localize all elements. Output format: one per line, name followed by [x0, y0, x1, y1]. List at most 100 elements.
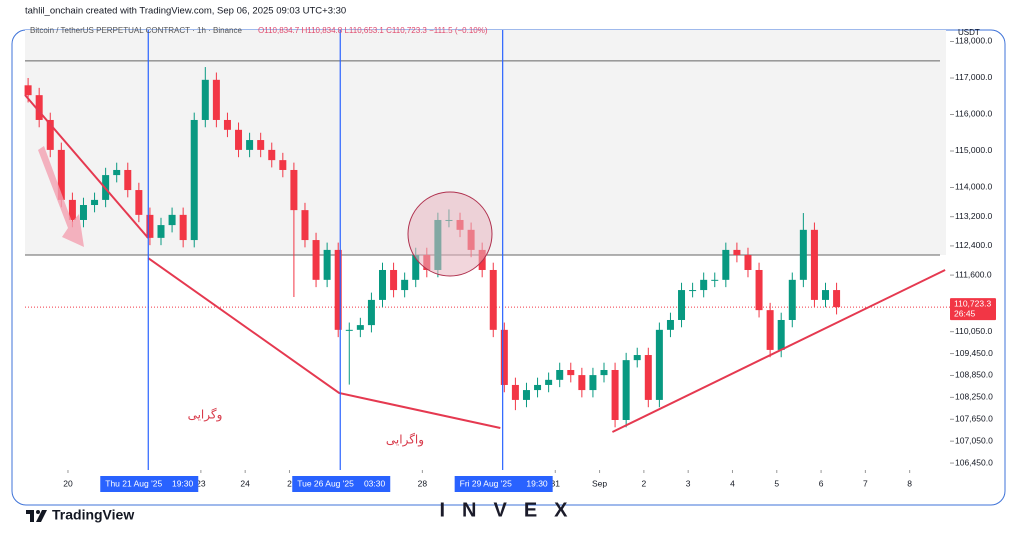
candle-body — [711, 279, 719, 281]
header: tahlil_onchain created with TradingView.… — [25, 6, 346, 17]
candle-body — [135, 190, 143, 215]
time-marker-date: Tue 26 Aug '25 — [297, 478, 354, 488]
candle-body — [522, 390, 530, 400]
x-tick-label: 2 — [642, 478, 647, 488]
price-badge-countdown: 26:45 — [954, 308, 976, 318]
y-tick-label: 112,400.0 — [955, 240, 992, 250]
candle-body — [168, 214, 176, 226]
candle-body — [312, 240, 320, 280]
y-tick-label: 113,200.0 — [955, 211, 992, 221]
candle-body — [755, 269, 763, 311]
y-tick-label: 118,000.0 — [955, 36, 992, 46]
candle-body — [246, 140, 254, 150]
candle-body — [822, 290, 830, 300]
x-tick-label: 28 — [418, 478, 428, 488]
y-tick-label: 106,450.0 — [955, 457, 993, 467]
y-tick-label: 108,250.0 — [955, 392, 993, 402]
candle-body — [689, 290, 697, 292]
candle-body — [833, 290, 841, 308]
candle-body — [179, 214, 187, 241]
candle-body — [534, 384, 542, 391]
candle-body — [556, 369, 564, 380]
time-marker-time: 03:30 — [364, 478, 386, 488]
trend-line — [611, 269, 946, 433]
candle-body — [379, 269, 387, 300]
y-tick-label: 117,000.0 — [955, 72, 992, 82]
x-tick-label: 3 — [686, 478, 691, 488]
candle-body — [622, 360, 630, 420]
chart-title: Bitcoin / TetherUS PERPETUAL CONTRACT · … — [30, 26, 242, 35]
candle-body — [124, 169, 132, 191]
time-marker-time: 19:30 — [526, 478, 548, 488]
candle-body — [412, 255, 420, 280]
candle-body — [323, 249, 331, 280]
candle-body — [401, 279, 409, 291]
candle-body — [35, 95, 43, 120]
candle-body — [788, 279, 796, 320]
y-tick-label: 109,450.0 — [955, 348, 993, 358]
candle-body — [113, 169, 121, 176]
pink-arrow — [38, 146, 84, 247]
candle-body — [279, 160, 287, 170]
candle-body — [57, 149, 65, 200]
candle-body — [733, 249, 741, 256]
candle-body — [68, 199, 76, 220]
candle-body — [766, 310, 774, 350]
candle-body — [589, 375, 597, 391]
candle-body — [235, 129, 243, 150]
candle-body — [146, 214, 154, 238]
logo — [26, 510, 47, 522]
time-marker — [100, 476, 199, 492]
trend-line — [24, 94, 149, 239]
time-marker-date: Thu 21 Aug '25 — [105, 478, 162, 488]
candle-body — [633, 355, 641, 361]
price-badge — [950, 298, 996, 321]
candle-body — [301, 210, 309, 241]
candle-body — [190, 119, 198, 241]
time-marker — [454, 476, 553, 492]
candle-body — [268, 149, 276, 161]
time-marker-time: 19:30 — [172, 478, 194, 488]
candle-body — [678, 290, 686, 320]
candle-body — [257, 140, 265, 150]
candle-body — [201, 79, 209, 120]
candle-body — [24, 85, 32, 96]
price-badge-value: 110,723.3 — [954, 298, 991, 308]
candle-body — [810, 229, 818, 300]
candle-body — [46, 119, 54, 150]
brand: TradingView — [52, 507, 134, 523]
candle-body — [157, 225, 165, 238]
candle-body — [290, 169, 298, 211]
x-tick-label: 5 — [774, 478, 779, 488]
candle-body — [600, 369, 608, 376]
x-tick-label: 8 — [907, 478, 912, 488]
y-tick-label: 114,000.0 — [955, 182, 992, 192]
plot: 118,000.0 117,000.0 116,000.0 115,000.0 114,… — [24, 30, 993, 488]
y-tick-label: 110,050.0 — [955, 326, 992, 336]
candle-body — [777, 319, 785, 350]
time-marker — [292, 476, 391, 492]
x-tick-label: 31 — [551, 478, 561, 488]
y-tick-label: 107,650.0 — [955, 414, 993, 424]
candle-body — [345, 329, 353, 331]
candle-body — [744, 255, 752, 270]
ohlc: O110,834.7 H110,834.8 L110,653.1 C110,72… — [258, 26, 488, 35]
candle-body — [545, 379, 553, 385]
candle-body — [489, 269, 497, 330]
x-tick-label: 20 — [63, 478, 73, 488]
x-tick-label: 7 — [863, 478, 868, 488]
trend-line — [147, 257, 501, 429]
x-tick-label: 2 — [287, 478, 292, 488]
candle-body — [722, 249, 730, 280]
highlight-circle — [407, 191, 493, 277]
candle-body — [334, 249, 342, 330]
y-tick-label: 111,600.0 — [955, 269, 992, 279]
candle-body — [390, 269, 398, 291]
candle-body — [799, 229, 807, 280]
x-tick-label: 23 — [196, 478, 206, 488]
y-tick-label: 107,050.0 — [955, 435, 993, 445]
x-tick-label: 4 — [730, 478, 735, 488]
candle-body — [79, 205, 87, 220]
candle-body — [500, 329, 508, 385]
